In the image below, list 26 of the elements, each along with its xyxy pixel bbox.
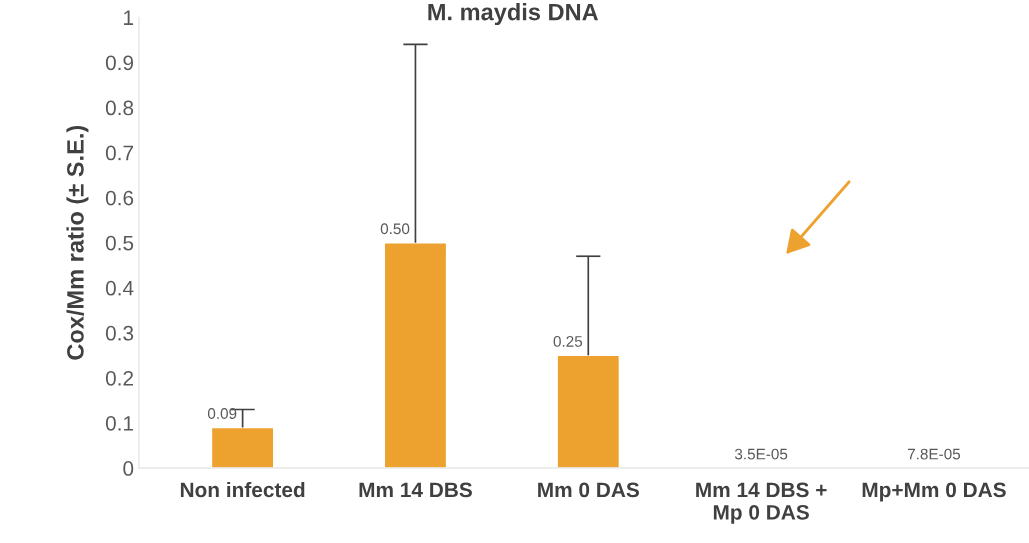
y-tick-label: 0.1	[105, 416, 134, 431]
y-axis-title: Cox/Mm ratio (± S.E.)	[66, 125, 89, 360]
y-tick-label: 0.4	[105, 280, 134, 296]
bar	[383, 242, 448, 469]
chart-title: M. maydis DNA	[428, 3, 599, 26]
x-tick-label: Non infected	[180, 481, 305, 498]
y-tick-label: 0	[123, 461, 134, 476]
y-tick-label: 0.8	[105, 100, 134, 116]
x-tick-label: Mm 14 DBS + Mp 0 DAS	[696, 482, 827, 524]
y-tick-label: 0.3	[105, 325, 134, 341]
y-tick-label: 0.9	[105, 55, 134, 71]
data-label: 0.50	[380, 223, 410, 235]
data-label: 7.8E-05	[907, 448, 961, 460]
bar	[556, 354, 621, 469]
data-label: 3.5E-05	[734, 448, 788, 460]
y-tick-label: 0.2	[105, 370, 134, 386]
y-tick-label: 0.5	[105, 235, 134, 251]
data-label: 0.25	[553, 336, 583, 347]
bar	[210, 426, 275, 469]
y-tick-label: 0.6	[105, 190, 134, 206]
x-tick-label: Mp+Mm 0 DAS	[862, 482, 1006, 502]
x-tick-label: Mm 14 DBS	[359, 482, 472, 498]
y-tick-label: 1	[124, 10, 134, 25]
x-tick-label: Mm 0 DAS	[538, 482, 639, 498]
y-tick-label: 0.7	[105, 145, 134, 161]
data-label: 0.09	[207, 408, 237, 419]
